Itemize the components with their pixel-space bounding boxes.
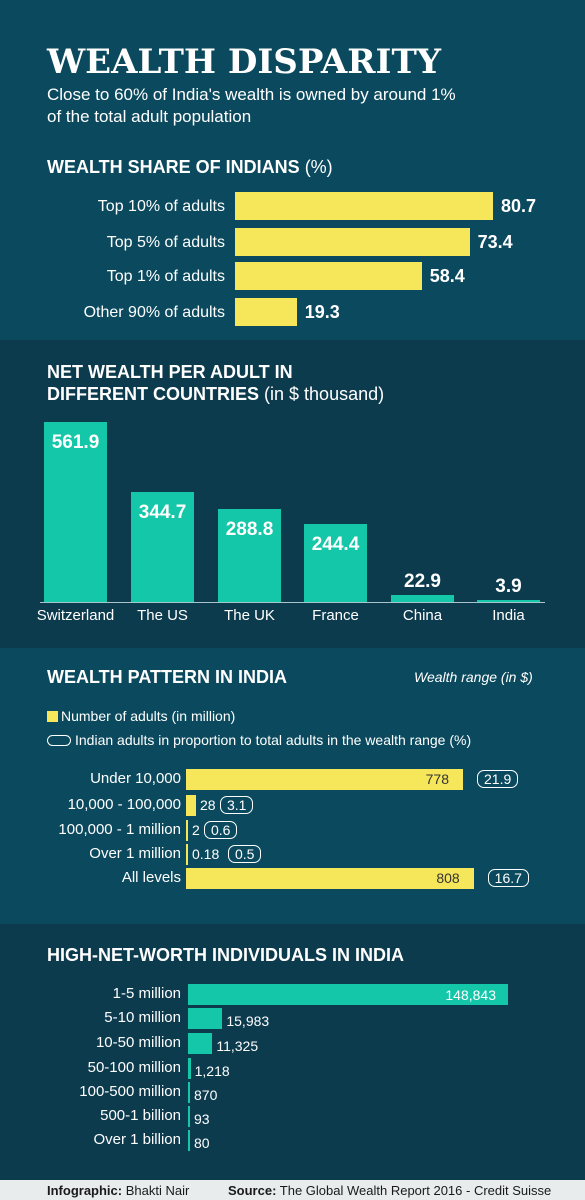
net-wealth-unit: (in $ thousand) bbox=[264, 384, 385, 404]
net-wealth-baseline bbox=[40, 602, 545, 603]
wealth-pattern-value: 28 bbox=[199, 797, 216, 813]
hnwi-label: Over 1 billion bbox=[93, 1131, 181, 1148]
proportion-pill: 21.9 bbox=[477, 770, 519, 788]
wealth-pattern-value: 2 bbox=[192, 822, 200, 838]
hnwi-bar bbox=[188, 1106, 190, 1127]
infographic-credit: Infographic: Bhakti Nair bbox=[47, 1183, 189, 1198]
legend-adults-label: Number of adults (in million) bbox=[61, 708, 236, 724]
wealth-share-label: Top 1% of adults bbox=[106, 268, 225, 285]
proportion-pill: 16.7 bbox=[487, 869, 529, 887]
wealth-share-bar bbox=[235, 228, 470, 256]
wealth-pattern-bar bbox=[186, 820, 188, 841]
net-wealth-bar bbox=[44, 422, 107, 602]
hnwi-label: 10-50 million bbox=[95, 1034, 181, 1051]
net-wealth-value: 22.9 bbox=[404, 570, 441, 592]
wealth-share-bar bbox=[235, 192, 493, 220]
hnwi-bar bbox=[188, 1008, 223, 1029]
hnwi-label: 5-10 million bbox=[104, 1009, 181, 1026]
source-credit: Source: The Global Wealth Report 2016 - … bbox=[228, 1183, 551, 1198]
wealth-pattern-value: 808 bbox=[436, 870, 460, 886]
net-wealth-country: The US bbox=[137, 607, 188, 624]
net-wealth-title-line1: NET WEALTH PER ADULT IN bbox=[47, 362, 293, 382]
hnwi-label: 50-100 million bbox=[87, 1059, 181, 1076]
source-label: Source: bbox=[228, 1183, 277, 1198]
wealth-range-label: All levels bbox=[121, 869, 181, 886]
hnwi-bar bbox=[188, 1033, 213, 1054]
wealth-share-unit: (%) bbox=[304, 157, 333, 177]
hnwi-label: 1-5 million bbox=[112, 985, 181, 1002]
hnwi-bar bbox=[188, 1130, 190, 1151]
hnwi-value: 15,983 bbox=[226, 1013, 270, 1029]
page-subtitle: Close to 60% of India's wealth is owned … bbox=[47, 85, 456, 126]
wealth-share-value: 80.7 bbox=[501, 196, 537, 216]
net-wealth-value: 344.7 bbox=[138, 501, 187, 523]
net-wealth-bar bbox=[131, 491, 194, 602]
wealth-range-label: Over 1 million bbox=[89, 845, 181, 862]
hnwi-value: 11,325 bbox=[216, 1038, 259, 1054]
proportion-pill: 0.6 bbox=[204, 821, 238, 839]
footer-bar bbox=[0, 1180, 585, 1200]
hnwi-value: 93 bbox=[194, 1111, 210, 1127]
net-wealth-bar bbox=[477, 600, 540, 602]
net-wealth-title-line2: DIFFERENT COUNTRIES bbox=[47, 384, 260, 404]
hnwi-bar bbox=[188, 1082, 190, 1103]
wealth-pattern-bar bbox=[186, 844, 188, 865]
net-wealth-value: 561.9 bbox=[51, 432, 100, 453]
net-wealth-value: 3.9 bbox=[495, 576, 522, 597]
wealth-range-label: 10,000 - 100,000 bbox=[67, 796, 181, 813]
hnwi-value: 1,218 bbox=[194, 1063, 230, 1079]
net-wealth-country: The UK bbox=[224, 607, 275, 624]
wealth-pattern-bar bbox=[186, 795, 196, 816]
infographic-label: Infographic: bbox=[47, 1183, 123, 1198]
wealth-share-label: Other 90% of adults bbox=[83, 304, 225, 321]
wealth-share-bar bbox=[235, 298, 297, 326]
hnwi-label: 100-500 million bbox=[79, 1083, 181, 1100]
legend-proportion-swatch bbox=[47, 735, 71, 746]
net-wealth-value: 288.8 bbox=[225, 519, 274, 541]
net-wealth-bar bbox=[218, 509, 281, 602]
hnwi-value: 80 bbox=[194, 1135, 210, 1151]
infographic-name: Bhakti Nair bbox=[125, 1183, 190, 1198]
hnwi-bar bbox=[188, 984, 508, 1005]
net-wealth-country: Switzerland bbox=[36, 607, 115, 624]
hnwi-value: 870 bbox=[194, 1087, 218, 1103]
net-wealth-heading: NET WEALTH PER ADULT IN DIFFERENT COUNTR… bbox=[47, 361, 384, 405]
net-wealth-country: France bbox=[312, 607, 359, 624]
wealth-range-note: Wealth range (in $) bbox=[414, 669, 533, 685]
hnwi-label: 500-1 billion bbox=[100, 1107, 181, 1124]
hnwi-bar bbox=[188, 1058, 191, 1079]
wealth-pattern-title: WEALTH PATTERN IN INDIA bbox=[47, 667, 287, 687]
wealth-share-label: Top 10% of adults bbox=[97, 198, 225, 215]
source-text: The Global Wealth Report 2016 - Credit S… bbox=[279, 1183, 552, 1198]
proportion-pill: 0.5 bbox=[228, 845, 262, 863]
wealth-range-label: Under 10,000 bbox=[90, 770, 181, 787]
proportion-pill: 3.1 bbox=[219, 796, 254, 814]
legend-adults-swatch bbox=[47, 711, 58, 722]
wealth-share-value: 73.4 bbox=[477, 232, 513, 252]
wealth-share-bar bbox=[235, 262, 422, 290]
hnwi-title: HIGH-NET-WORTH INDIVIDUALS IN INDIA bbox=[47, 945, 404, 965]
wealth-pattern-bar bbox=[186, 868, 474, 889]
wealth-share-label: Top 5% of adults bbox=[106, 234, 225, 251]
net-wealth-bar bbox=[391, 594, 454, 602]
wealth-pattern-value: 0.18 bbox=[192, 846, 220, 862]
net-wealth-country: China bbox=[402, 607, 443, 624]
wealth-share-title: WEALTH SHARE OF INDIANS bbox=[47, 157, 300, 177]
wealth-pattern-bar bbox=[186, 769, 463, 790]
wealth-share-heading: WEALTH SHARE OF INDIANS (%) bbox=[47, 156, 333, 178]
net-wealth-country: India bbox=[492, 607, 525, 624]
legend-proportion-label: Indian adults in proportion to total adu… bbox=[75, 732, 472, 748]
net-wealth-bar bbox=[304, 523, 367, 602]
wealth-range-label: 100,000 - 1 million bbox=[58, 821, 181, 838]
page-title: WEALTH DISPARITY bbox=[47, 42, 442, 82]
wealth-pattern-value: 778 bbox=[425, 771, 449, 787]
hnwi-section bbox=[0, 924, 585, 1180]
wealth-share-value: 19.3 bbox=[304, 302, 340, 322]
net-wealth-value: 244.4 bbox=[311, 533, 360, 555]
hnwi-value: 148,843 bbox=[445, 987, 496, 1003]
wealth-share-value: 58.4 bbox=[429, 266, 465, 286]
